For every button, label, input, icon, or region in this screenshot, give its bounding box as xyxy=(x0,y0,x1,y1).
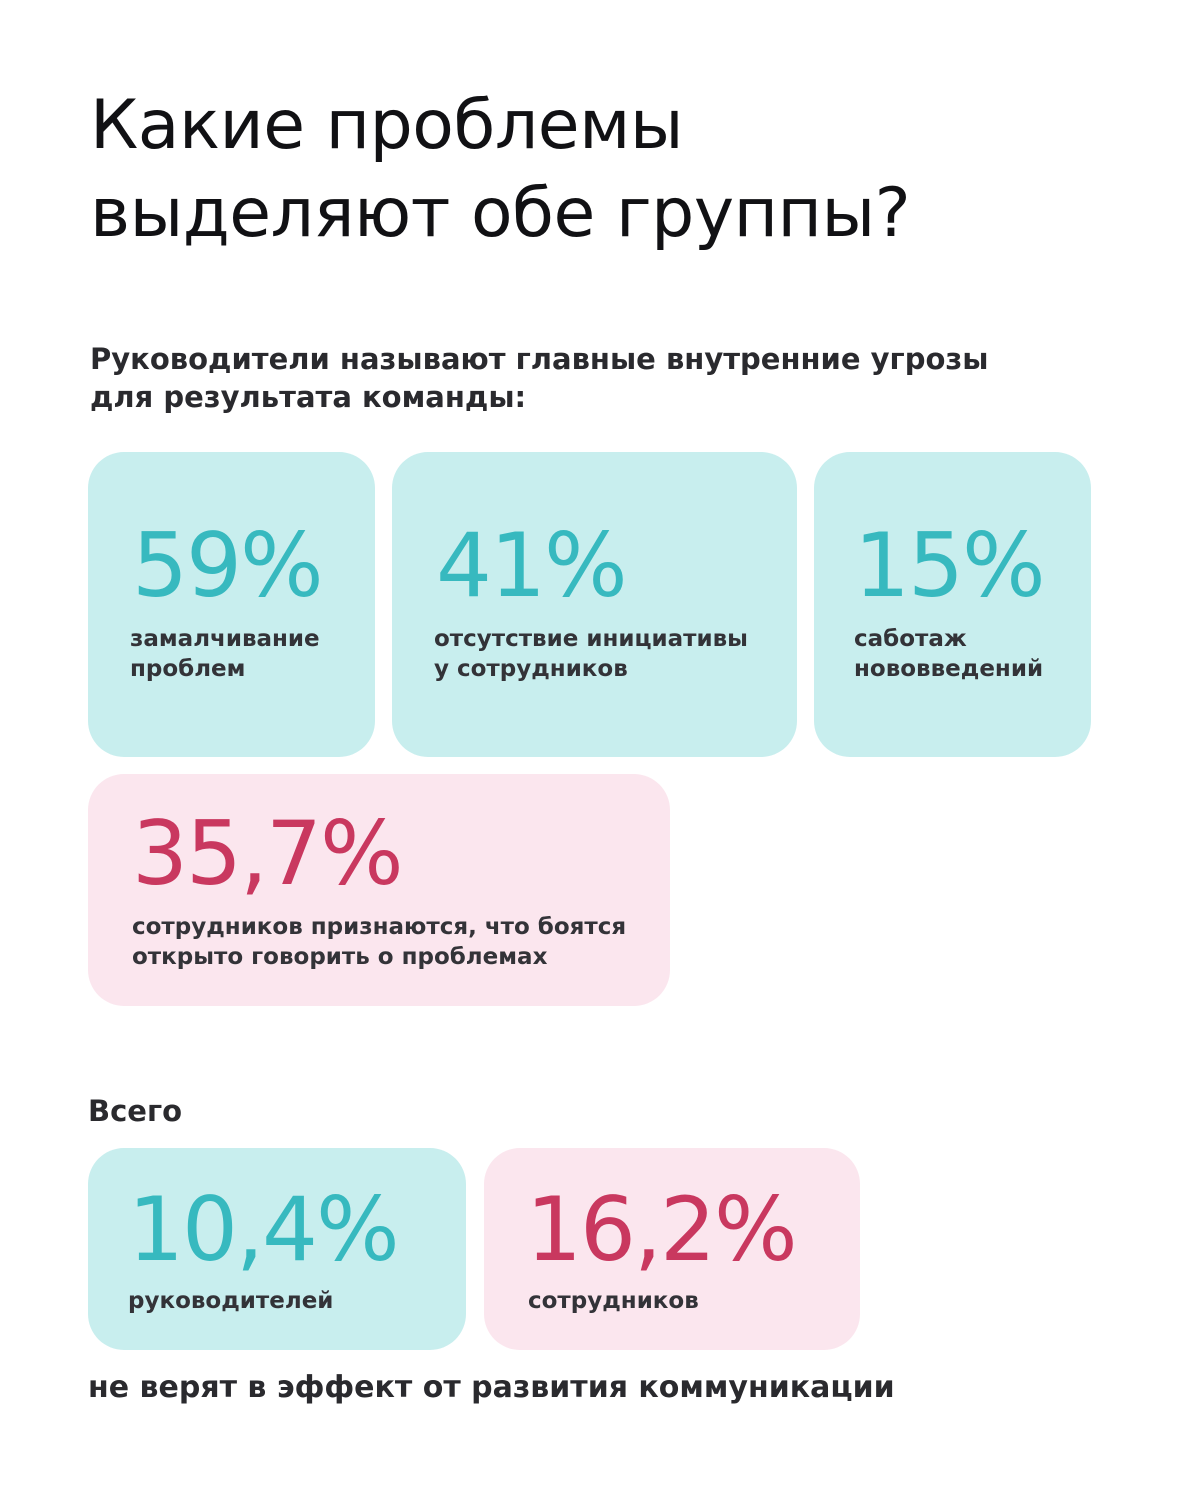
stat-card-managers-total: 10,4% руководителей xyxy=(88,1148,466,1350)
stat-caption: сотрудников признаются, что боятся откры… xyxy=(132,912,626,972)
stat-value: 10,4% xyxy=(128,1178,400,1281)
stat-value: 15% xyxy=(854,514,1046,617)
stat-caption-line-1: сотрудников признаются, что боятся xyxy=(132,914,627,940)
stat-caption: руководителей xyxy=(128,1288,334,1314)
stat-caption-line-2: нововведений xyxy=(854,656,1044,682)
page-title-line-2: выделяют обе группы? xyxy=(90,174,911,253)
intro-text: Руководители называют главные внутренние… xyxy=(90,340,1090,416)
stat-value: 59% xyxy=(132,514,324,617)
stat-card-sabotage: 15% саботаж нововведений xyxy=(814,452,1091,757)
stat-value: 16,2% xyxy=(526,1178,798,1281)
stat-caption-line-1: замалчивание xyxy=(130,626,320,652)
totals-label: Всего xyxy=(88,1094,183,1128)
stat-caption: замалчивание проблем xyxy=(130,624,320,684)
stat-caption: отсутствие инициативы у сотрудников xyxy=(434,624,748,684)
stat-value: 35,7% xyxy=(132,802,404,905)
stat-caption-line-2: проблем xyxy=(130,656,246,682)
stat-caption-line-1: саботаж xyxy=(854,626,967,652)
stat-value: 41% xyxy=(436,514,628,617)
stat-caption-line-1: отсутствие инициативы xyxy=(434,626,748,652)
stat-card-employees-fear: 35,7% сотрудников признаются, что боятся… xyxy=(88,774,670,1006)
stat-card-initiative: 41% отсутствие инициативы у сотрудников xyxy=(392,452,797,757)
stat-card-silencing: 59% замалчивание проблем xyxy=(88,452,375,757)
stat-caption: саботаж нововведений xyxy=(854,624,1043,684)
intro-line-1: Руководители называют главные внутренние… xyxy=(90,342,989,376)
stat-card-employees-total: 16,2% сотрудников xyxy=(484,1148,860,1350)
page-title-line-1: Какие проблемы xyxy=(90,86,684,165)
footer-text: не верят в эффект от развития коммуникац… xyxy=(88,1370,895,1405)
stat-caption-line-2: у сотрудников xyxy=(434,656,628,682)
page-title: Какие проблемы выделяют обе группы? xyxy=(90,82,1130,258)
stat-caption: сотрудников xyxy=(528,1288,699,1314)
stat-caption-line-2: открыто говорить о проблемах xyxy=(132,944,548,970)
intro-line-2: для результата команды: xyxy=(90,380,527,414)
